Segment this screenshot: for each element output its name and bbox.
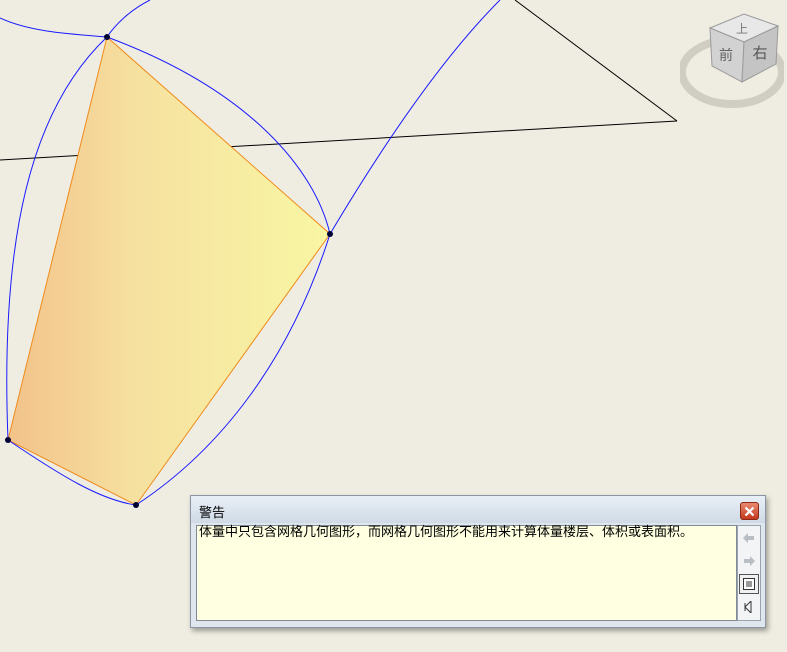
arrow-left-icon [743,533,754,543]
dialog-message-area: 体量中只包含网格几何图形，而网格几何图形不能用来计算体量楼层、体积或表面积。 [196,525,737,621]
vertex-point[interactable] [5,437,11,443]
previous-button[interactable] [739,528,759,548]
vertex-point[interactable] [104,34,110,40]
viewcube-label-top: 上 [736,22,748,36]
curve-left-arc[interactable] [6,36,108,441]
curve-top-arc[interactable] [106,0,151,38]
curve-top-left[interactable] [0,17,108,38]
viewcube-face-right[interactable] [741,25,779,83]
viewcube-label-front: 前 [719,47,733,64]
reference-line-diagonal[interactable] [514,0,678,122]
curve-bottom[interactable] [7,439,137,506]
vertex-point[interactable] [327,231,333,237]
curve-upper-right[interactable] [106,36,331,235]
curve-lower-right[interactable] [135,233,331,506]
vertex-point[interactable] [133,502,139,508]
mesh-surface[interactable] [7,36,331,506]
dialog-side-toolbar [737,525,761,621]
arrow-right-icon [744,556,755,566]
dialog-title: 警告 [199,506,226,521]
close-button[interactable] [740,502,759,520]
viewcube-label-right: 右 [752,44,767,62]
collapse-button[interactable] [739,597,759,617]
details-icon [743,578,755,590]
curve-right-arc[interactable] [329,0,501,235]
dialog-titlebar[interactable]: 警告 [191,496,765,523]
warning-dialog: 警告 体量中只包含网格几何图形，而网格几何图形不能用来计算体量楼层、体积或表面积… [190,495,766,628]
viewcube[interactable]: 上 前 右 [678,10,786,110]
collapse-icon [744,601,752,613]
details-button[interactable] [739,574,759,594]
close-icon [744,506,755,516]
dialog-message: 体量中只包含网格几何图形，而网格几何图形不能用来计算体量楼层、体积或表面积。 [199,525,694,540]
next-button[interactable] [739,551,759,571]
